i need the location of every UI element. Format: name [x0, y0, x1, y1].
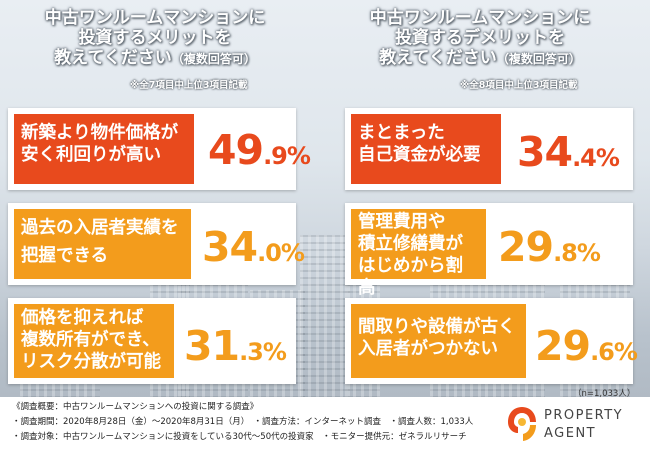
demerit-label-2: 管理費用や 積立修繕費が はじめから割高	[351, 209, 486, 298]
merit-value-1: 49.9%	[208, 126, 311, 174]
demerit-value-3: 29.6%	[535, 322, 638, 370]
merit-label-2: 過去の入居者実績を 把握できる	[14, 209, 191, 279]
merit-card-1: 新築より物件価格が 安く利回りが高い 49.9%	[8, 108, 311, 190]
merit-value-2: 34.0%	[202, 223, 305, 271]
demerit-value-2: 29.8%	[498, 223, 601, 271]
demerit-card-3: 間取りや設備が古く 入居者がつかない 29.6%	[345, 298, 638, 384]
merit-card-2: 過去の入居者実績を 把握できる 34.0%	[8, 203, 305, 285]
sample-size: （n=1,033人）	[573, 389, 636, 399]
demerit-card-1: まとまった 自己資金が必要 34.4%	[345, 108, 633, 190]
demerit-heading: 中古ワンルームマンションに 投資するデメリットを 教えてください（複数回答可）	[369, 8, 591, 68]
survey-target: ・調査対象：中古ワンルームマンションに投資をしている30代～50代の投資家 ・モ…	[12, 432, 467, 442]
merit-card-3: 価格を抑えれば 複数所有ができ、 リスク分散が可能 31.3%	[8, 298, 296, 384]
merit-label-3: 価格を抑えれば 複数所有ができ、 リスク分散が可能	[14, 304, 174, 378]
merit-label-1: 新築より物件価格が 安く利回りが高い	[14, 114, 194, 184]
property-agent-logo-icon	[508, 407, 536, 441]
survey-title: 《調査概要：中古ワンルームマンションへの投資に関する調査》	[12, 402, 259, 412]
survey-footer: 《調査概要：中古ワンルームマンションへの投資に関する調査》 ・調査期間：2020…	[0, 397, 650, 450]
building	[300, 235, 350, 405]
logo-text-line1: PROPERTY	[544, 408, 624, 423]
merit-heading: 中古ワンルームマンションに 投資するメリットを 教えてください（複数回答可）	[44, 8, 266, 68]
merit-value-3: 31.3%	[184, 322, 287, 370]
demerit-label-1: まとまった 自己資金が必要	[351, 114, 501, 184]
demerit-value-1: 34.4%	[517, 128, 620, 176]
demerit-card-2: 管理費用や 積立修繕費が はじめから割高 29.8%	[345, 203, 633, 298]
demerit-label-3: 間取りや設備が古く 入居者がつかない	[351, 304, 526, 378]
merit-note: ※全7項目中上位3項目記載	[130, 80, 248, 91]
demerit-note: ※全8項目中上位3項目記載	[460, 80, 578, 91]
logo-text-line2: AGENT	[544, 426, 597, 441]
survey-period: ・調査期間：2020年8月28日（金）～2020年8月31日（月） ・調査方法：…	[12, 417, 474, 427]
